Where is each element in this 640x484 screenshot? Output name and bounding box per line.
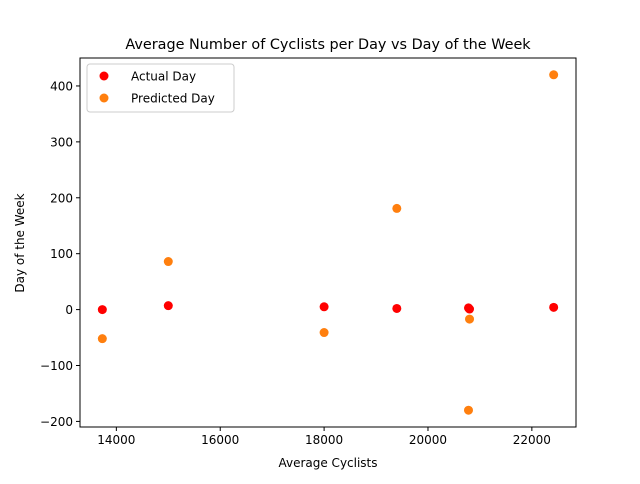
data-point-actual-day <box>97 305 107 315</box>
plot-area: 14000 16000 18000 20000 22000 −200 −100 0 100 200… <box>40 57 577 447</box>
legend-marker-actual-day <box>99 71 109 81</box>
legend-label-predicted-day: Predicted Day <box>131 92 215 106</box>
y-tick-label: 400 <box>50 79 73 93</box>
y-tick-label: 0 <box>65 303 73 317</box>
data-point-predicted-day <box>319 328 329 338</box>
data-point-predicted-day <box>97 334 107 344</box>
y-tick-label: 100 <box>50 247 73 261</box>
legend-label-actual-day: Actual Day <box>131 70 196 84</box>
data-point-predicted-day <box>463 405 473 415</box>
x-tick-label: 16000 <box>201 433 239 447</box>
x-tick-label: 22000 <box>513 433 551 447</box>
y-axis-label: Day of the Week <box>13 193 27 292</box>
data-point-predicted-day <box>163 257 173 267</box>
y-tick-label: 200 <box>50 191 73 205</box>
x-tick-label: 14000 <box>97 433 135 447</box>
data-point-actual-day <box>549 302 559 312</box>
y-tick-label: 300 <box>50 135 73 149</box>
data-point-actual-day <box>319 302 329 312</box>
data-point-predicted-day <box>465 314 475 324</box>
legend: Actual Day Predicted Day <box>86 63 235 113</box>
axes-frame <box>79 57 577 428</box>
data-point-predicted-day <box>392 203 402 213</box>
data-point-actual-day <box>392 303 402 313</box>
chart-title: Average Number of Cyclists per Day vs Da… <box>125 37 531 53</box>
x-tick-label: 20000 <box>409 433 447 447</box>
y-tick-label: −200 <box>40 415 73 429</box>
x-tick-label: 18000 <box>305 433 343 447</box>
legend-marker-predicted-day <box>99 93 109 103</box>
data-point-predicted-day <box>549 70 559 80</box>
data-point-actual-day <box>465 304 475 314</box>
data-point-actual-day <box>163 301 173 311</box>
legend-box <box>86 63 235 113</box>
y-tick-label: −100 <box>40 359 73 373</box>
x-axis-label: Average Cyclists <box>278 456 377 470</box>
